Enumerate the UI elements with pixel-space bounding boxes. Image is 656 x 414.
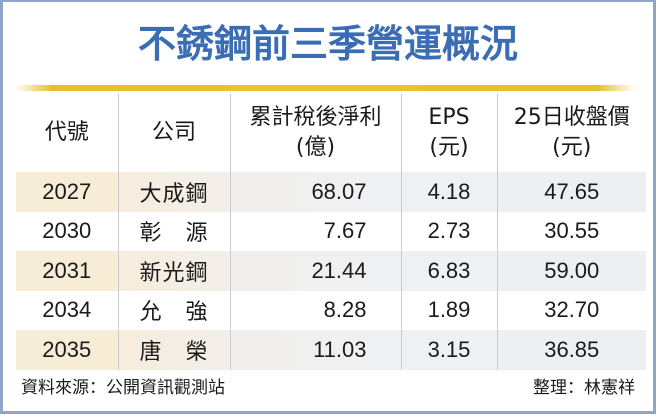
- cell-company: 唐 榮: [117, 330, 230, 370]
- cell-eps: 4.18: [400, 172, 497, 212]
- cell-company: 新光鋼: [117, 251, 230, 291]
- cell-close-price: 30.55: [496, 211, 646, 251]
- table-row: 2030 彰 源 7.67 2.73 30.55: [16, 211, 646, 251]
- cell-close-price: 59.00: [496, 251, 646, 291]
- cell-close-price: 36.85: [496, 330, 646, 370]
- cell-company: 彰 源: [117, 211, 230, 251]
- cell-net-income: 8.28: [229, 290, 401, 330]
- cell-eps: 6.83: [400, 251, 497, 291]
- cell-net-income: 21.44: [229, 251, 401, 291]
- cell-company: 允 強: [117, 290, 230, 330]
- cell-eps: 2.73: [400, 211, 497, 251]
- cell-net-income: 11.03: [229, 330, 401, 370]
- table-header-row: 代號 公司 累計稅後淨利 (億) EPS (元) 25日收盤價 (元): [16, 94, 646, 172]
- cell-close-price: 47.65: [496, 172, 646, 212]
- cell-code: 2030: [42, 218, 92, 244]
- cell-eps: 1.89: [400, 290, 497, 330]
- cell-company: 大成鋼: [117, 172, 230, 212]
- cell-eps: 3.15: [400, 330, 497, 370]
- header-close-price: 25日收盤價 (元): [496, 94, 646, 172]
- cell-close-price: 32.70: [496, 290, 646, 330]
- header-company: 公司: [117, 94, 230, 172]
- compiler-credit: 整理：林憲祥: [533, 378, 635, 398]
- table-row: 2027 大成鋼 68.07 4.18 47.65: [16, 172, 646, 212]
- table-row: 2034 允 強 8.28 1.89 32.70: [16, 290, 646, 330]
- cell-net-income: 68.07: [229, 172, 401, 212]
- cell-net-income: 7.67: [229, 211, 401, 251]
- source-note: 資料來源：公開資訊觀測站: [21, 378, 225, 398]
- cell-code: 2034: [42, 297, 92, 323]
- page-title: 不銹鋼前三季營運概況: [137, 22, 518, 66]
- table-row: 2035 唐 榮 11.03 3.15 36.85: [16, 330, 646, 370]
- cell-code: 2031: [16, 251, 118, 291]
- cell-code: 2027: [16, 172, 118, 212]
- header-net-income: 累計稅後淨利 (億): [229, 94, 401, 172]
- header-eps: EPS (元): [400, 94, 497, 172]
- header-code: 代號: [44, 120, 89, 145]
- operations-table: 代號 公司 累計稅後淨利 (億) EPS (元) 25日收盤價 (元): [16, 94, 646, 370]
- title-divider: [15, 85, 635, 91]
- cell-code: 2035: [16, 330, 118, 370]
- table-row: 2031 新光鋼 21.44 6.83 59.00: [16, 251, 646, 291]
